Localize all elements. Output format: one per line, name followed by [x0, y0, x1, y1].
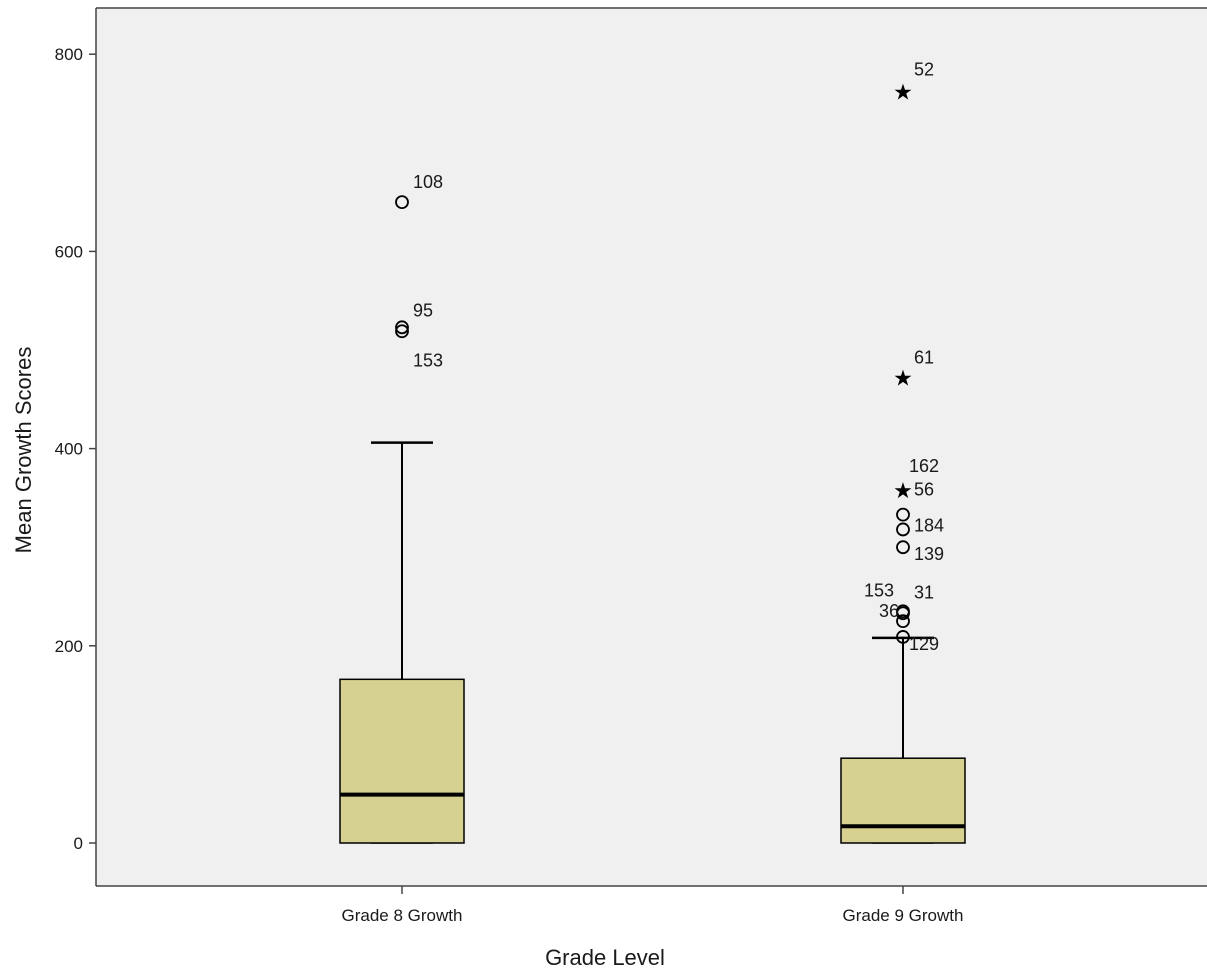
outlier-circle-marker	[896, 522, 910, 537]
outlier-label: 56	[914, 480, 934, 500]
y-tick-label: 200	[55, 637, 83, 656]
outlier-circle-marker	[896, 630, 910, 644]
box-iqr	[339, 678, 465, 844]
outlier-label: 52	[914, 60, 934, 80]
y-axis-ticks: 0 200 400 600 800	[55, 45, 96, 853]
outlier-circle-marker	[896, 507, 910, 522]
outlier-label: 108	[413, 172, 443, 192]
outlier-label: 162	[909, 456, 939, 476]
outlier-label: 139	[914, 544, 944, 564]
outlier-label: 36	[879, 601, 899, 621]
box-iqr	[840, 757, 966, 844]
outlier-star-marker: ★	[893, 367, 913, 392]
outlier-circle-marker	[896, 614, 910, 629]
outlier-circle-marker	[896, 540, 910, 555]
outlier-label: 129	[909, 634, 939, 654]
outlier-circle-marker	[896, 606, 910, 621]
outlier-label: 153	[864, 580, 894, 600]
outlier-label: 153	[413, 350, 443, 370]
x-tick-label: Grade 9 Growth	[843, 906, 964, 925]
y-tick-label: 400	[55, 440, 83, 459]
outlier-label: 184	[914, 515, 944, 535]
outlier-circle-marker	[395, 195, 409, 210]
box-group: 108 95 153	[339, 172, 465, 844]
y-tick-label: 600	[55, 242, 83, 261]
x-tick-label: Grade 8 Growth	[342, 906, 463, 925]
x-axis-ticks: Grade 8 Growth Grade 9 Growth	[342, 886, 964, 925]
outlier-label: 31	[914, 582, 934, 602]
x-axis-title: Grade Level	[545, 945, 665, 970]
y-tick-label: 0	[74, 834, 83, 853]
y-tick-label: 800	[55, 45, 83, 64]
outlier-circle-marker	[395, 320, 409, 335]
outlier-circle-marker	[395, 324, 409, 339]
plot-area	[96, 8, 1207, 886]
y-axis-title: Mean Growth Scores	[11, 347, 36, 554]
outlier-star-marker: ★	[893, 81, 913, 106]
outlier-star-marker: ★	[893, 479, 913, 504]
outlier-label: 61	[914, 348, 934, 368]
outlier-label: 95	[413, 300, 433, 320]
